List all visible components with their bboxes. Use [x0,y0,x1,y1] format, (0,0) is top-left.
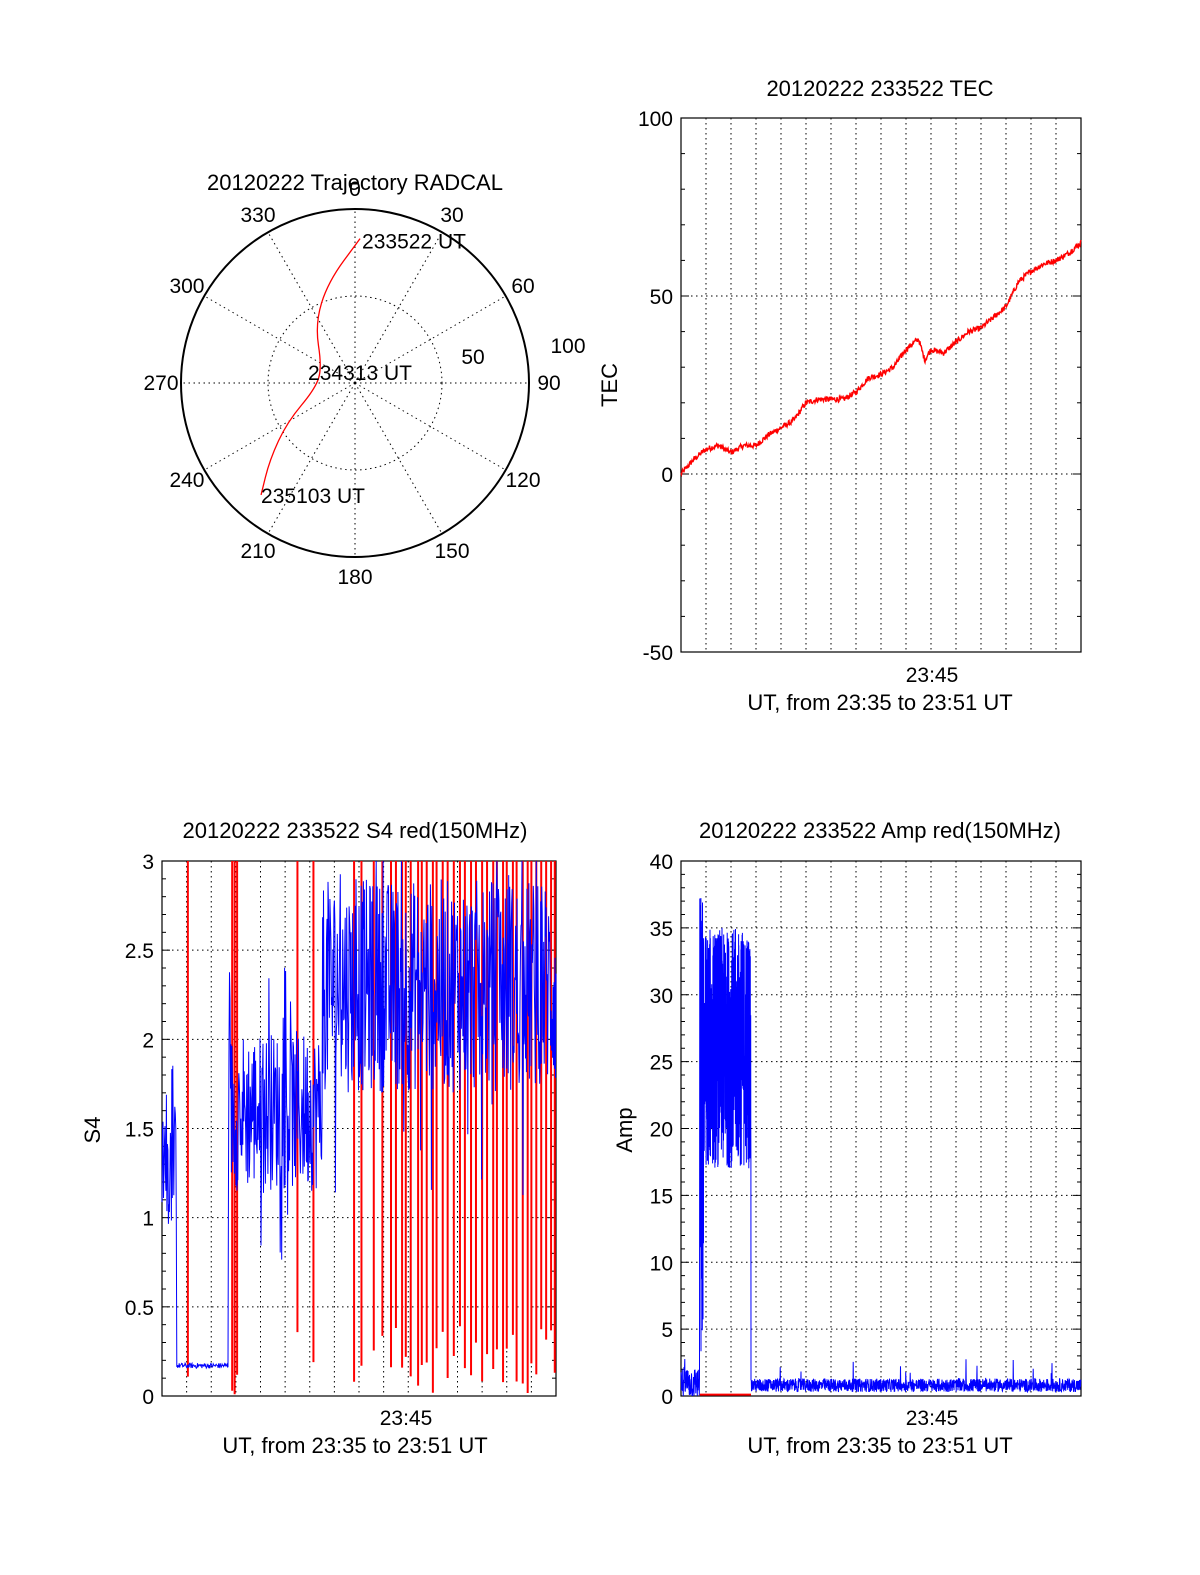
amp-xtick-label: 23:45 [906,1407,959,1430]
amp-frame [680,860,1082,1397]
polar-spoke-240 [204,382,356,471]
trajectory-start-label: 233522 UT [362,231,466,254]
polar-angle-label-150: 150 [434,540,469,563]
amp-ytick-label: 20 [650,1119,673,1142]
s4-ytick-label: 0.5 [125,1297,154,1320]
polar-angle-label-180: 180 [337,566,372,589]
trajectory-line: 233522 UT 234313 UT 235103 UT [260,231,466,508]
polar-angle-label-30: 30 [440,204,463,227]
trajectory-middle-label: 234313 UT [308,362,412,385]
amp-panel: 20120222 233522 Amp red(150MHz) 0 5 10 15 20… [612,818,1082,1458]
amp-ytick-label: 10 [650,1252,673,1275]
amp-ytick-label: 30 [650,985,673,1008]
polar-ring-50 [267,295,443,471]
polar-angle-label-210: 210 [240,540,275,563]
polar-angle-label-120: 120 [505,469,540,492]
s4-title: 20120222 233522 S4 red(150MHz) [183,818,528,843]
s4-frame [161,860,557,1397]
amp-ytick-label: 40 [650,851,673,874]
s4-panel: 20120222 233522 S4 red(150MHz) 0 0.5 1 1.5 2… [80,818,557,1458]
amp-ytick-label: 5 [661,1319,673,1342]
polar-radial-label-50: 50 [461,346,484,369]
polar-angle-label-90: 90 [537,372,560,395]
s4-xlabel: UT, from 23:35 to 23:51 UT [222,1433,487,1458]
s4-ytick-label: 2 [142,1029,154,1052]
trajectory-panel: 20120222 Trajectory RADCAL 0 30 60 90 120 150… [143,170,585,589]
tec-xtick-label: 23:45 [906,664,959,687]
polar-spoke-330 [267,232,356,384]
tec-ytick-label: 50 [650,286,673,309]
trajectory-title: 20120222 Trajectory RADCAL [207,170,503,195]
trajectory-end-label: 235103 UT [261,485,365,508]
s4-ytick-label: 3 [142,851,154,874]
tec-ytick-label: -50 [643,642,673,665]
polar-angle-label-60: 60 [511,275,534,298]
amp-ytick-label: 35 [650,918,673,941]
s4-ytick-label: 0 [142,1386,154,1409]
amp-ylabel: Amp [612,1107,637,1152]
trajectory-path [260,238,361,496]
polar-spoke-300 [204,295,356,384]
amp-plot-area: 0 5 10 15 20 25 30 35 40 [650,851,1082,1409]
s4-ylabel: S4 [80,1117,105,1144]
polar-angle-label-330: 330 [240,204,275,227]
polar-spoke-30 [354,232,443,384]
tec-frame [680,117,1082,653]
amp-ytick-label: 25 [650,1052,673,1075]
s4-xtick-label: 23:45 [380,1407,433,1430]
s4-plot-area: 0 0.5 1 1.5 2 2.5 3 [125,851,557,1409]
s4-ytick-label: 1 [142,1208,154,1231]
tec-title: 20120222 233522 TEC [766,76,993,101]
amp-ytick-label: 15 [650,1185,673,1208]
amp-title: 20120222 233522 Amp red(150MHz) [699,818,1061,843]
polar-angle-label-0: 0 [349,178,361,201]
polar-spoke-120 [354,382,506,471]
s4-ytick-label: 2.5 [125,940,154,963]
polar-angle-label-300: 300 [169,275,204,298]
polar-spoke-60 [354,295,506,384]
polar-spoke-150 [354,382,443,534]
polar-outer-circle [180,208,530,558]
polar-spoke-210 [267,382,356,534]
tec-ytick-label: 0 [661,464,673,487]
tec-ytick-label: 100 [638,108,673,131]
polar-angle-label-270: 270 [143,372,178,395]
amp-xlabel: UT, from 23:35 to 23:51 UT [747,1433,1012,1458]
s4-blue-series [161,860,557,1370]
polar-grid [180,208,530,558]
amp-ytick-label: 0 [661,1386,673,1409]
s4-ytick-label: 1.5 [125,1119,154,1142]
polar-radial-label-100: 100 [550,335,585,358]
tec-series-line [680,239,1082,478]
tec-plot-area: -50 0 50 100 [638,108,1082,665]
polar-angle-label-240: 240 [169,469,204,492]
amp-blue-series [680,898,1082,1397]
tec-ylabel: TEC [597,363,622,407]
tec-xlabel: UT, from 23:35 to 23:51 UT [747,690,1012,715]
polar-angle-labels: 0 30 60 90 120 150 180 210 240 270 300 330 50 100 [143,178,585,589]
